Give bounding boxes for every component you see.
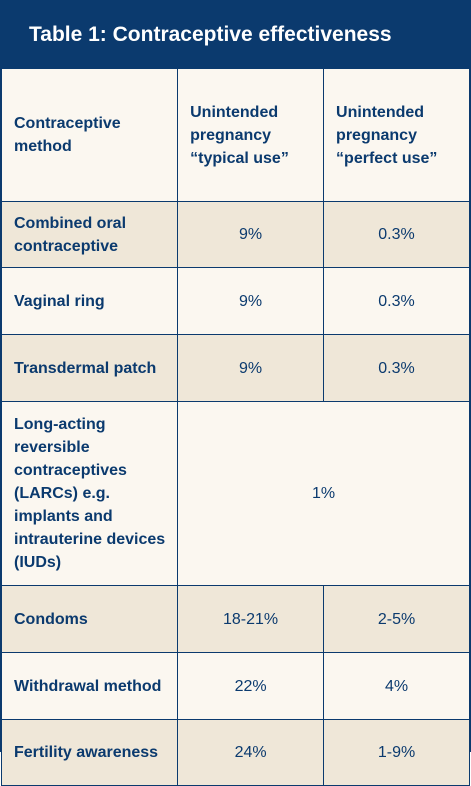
table-row: Transdermal patch 9% 0.3%: [0, 334, 470, 402]
method-cell: Transdermal patch: [0, 334, 179, 402]
effectiveness-table: Contraceptive method Unintended pregnanc…: [0, 68, 470, 786]
header-perfect-use: Unintended pregnancy “perfect use”: [323, 68, 470, 202]
method-cell: Combined oral contraceptive: [0, 201, 179, 268]
perfect-use-cell: 0.3%: [323, 334, 470, 402]
table-row: Withdrawal method 22% 4%: [0, 652, 470, 720]
typical-use-cell: 22%: [177, 652, 325, 720]
table-row: Long-acting reversible contraceptives (L…: [0, 401, 470, 586]
combined-rate-cell: 1%: [177, 401, 470, 586]
table-row: Condoms 18-21% 2-5%: [0, 585, 470, 653]
method-cell: Long-acting reversible contraceptives (L…: [0, 401, 179, 586]
perfect-use-cell: 0.3%: [323, 201, 470, 268]
perfect-use-cell: 2-5%: [323, 585, 470, 653]
method-cell: Withdrawal method: [0, 652, 179, 720]
table-row: Fertility awareness 24% 1-9%: [0, 719, 470, 786]
method-cell: Fertility awareness: [0, 719, 179, 786]
table-row: Combined oral contraceptive 9% 0.3%: [0, 201, 470, 268]
typical-use-cell: 24%: [177, 719, 325, 786]
perfect-use-cell: 1-9%: [323, 719, 470, 786]
method-cell: Condoms: [0, 585, 179, 653]
header-typical-use: Unintended pregnancy “typical use”: [177, 68, 325, 202]
perfect-use-cell: 4%: [323, 652, 470, 720]
header-method: Contraceptive method: [0, 68, 179, 202]
table-title: Table 1: Contraceptive effectiveness: [1, 1, 470, 68]
header-row: Contraceptive method Unintended pregnanc…: [0, 68, 470, 202]
perfect-use-cell: 0.3%: [323, 267, 470, 335]
typical-use-cell: 9%: [177, 334, 325, 402]
typical-use-cell: 9%: [177, 267, 325, 335]
table-row: Vaginal ring 9% 0.3%: [0, 267, 470, 335]
method-cell: Vaginal ring: [0, 267, 179, 335]
typical-use-cell: 9%: [177, 201, 325, 268]
typical-use-cell: 18-21%: [177, 585, 325, 653]
